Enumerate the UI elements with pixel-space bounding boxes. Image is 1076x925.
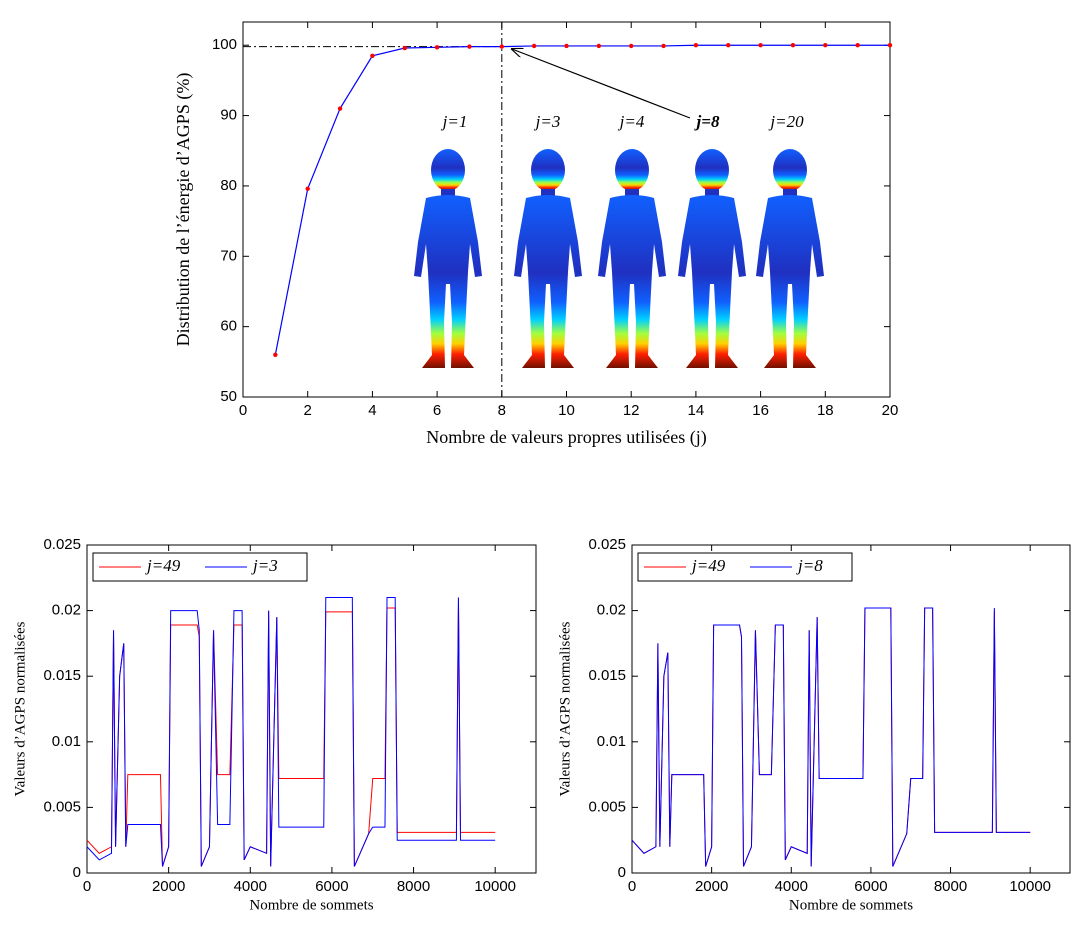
y-tick-label: 0 [618,864,626,881]
data-point [564,43,569,49]
y-tick-label: 0.005 [588,798,626,815]
data-point [337,106,343,111]
legend-label: j=3 [251,556,278,575]
legend-box [637,552,853,582]
legend: j=49 j=8 [637,552,853,582]
y-tick-label: 0.01 [52,733,81,750]
data-line [631,607,1031,867]
x-tick-label: 12 [623,402,640,419]
x-tick-label: 4000 [775,878,808,895]
legend-label: j=8 [796,556,823,575]
annotation: j=1 [441,112,468,131]
data-point [823,43,828,48]
x-tick-label: 18 [817,402,834,419]
figures [414,149,824,368]
x-tick-label: 16 [752,402,769,419]
y-axis-label: Valeurs d’AGPS normalisées [557,621,573,796]
x-tick-label: 10 [558,402,575,419]
data-point [790,43,796,48]
x-tick-label: 8 [498,402,506,419]
legend-label: j=49 [145,556,181,575]
y-tick-label: 60 [220,318,237,335]
x-axis-label: Nombre de sommets [789,897,913,913]
y-tick-label: 80 [220,177,237,194]
annotation: j=20 [768,112,804,131]
annotation: j=3 [534,112,561,131]
data-line [274,44,890,355]
y-tick-label: 0.005 [43,798,81,815]
x-tick-label: 2 [304,402,312,419]
data-point [434,45,440,50]
legend-label: j=49 [690,556,726,575]
plot-frame [631,544,1071,874]
x-tick-label: 10000 [1009,878,1051,895]
x-tick-label: 0 [83,878,91,895]
y-tick-label: 0.015 [588,667,626,684]
data-point [629,43,634,49]
x-tick-label: 6000 [854,878,887,895]
x-tick-label: 8000 [934,878,967,895]
x-tick-label: 0 [628,878,636,895]
x-tick-label: 6 [433,402,441,419]
data-line [631,607,1031,867]
y-tick-label: 70 [220,247,237,264]
y-axis-label: Valeurs d’AGPS normalisées [12,621,28,796]
x-tick-label: 2000 [152,878,185,895]
data-point [370,53,375,58]
y-tick-label: 0.015 [43,667,81,684]
data-point [758,43,763,48]
annotation: j=8 [694,112,720,131]
x-tick-label: 6000 [315,878,348,895]
data-line [86,596,496,867]
data-point [661,43,666,49]
data-line [86,597,496,867]
y-tick-label: 50 [220,388,237,405]
data-point [499,44,504,49]
y-tick-label: 0.01 [597,733,626,750]
x-axis-label: Nombre de valeurs propres utilisées (j) [426,427,706,448]
x-tick-label: 20 [882,402,899,419]
arrow [512,49,691,119]
x-axis-label: Nombre de sommets [249,897,373,913]
x-tick-label: 8000 [397,878,430,895]
x-tick-label: 10000 [474,878,516,895]
y-tick-label: 100 [212,36,237,53]
x-tick-label: 0 [239,402,247,419]
data-point [467,44,472,49]
y-tick-label: 0.025 [588,536,626,553]
data-point [887,43,893,48]
data-point [531,43,537,49]
y-tick-label: 0.025 [43,536,81,553]
data-point [693,43,699,48]
data-point [596,43,602,49]
data-point [726,43,731,48]
y-tick-label: 0.02 [52,602,81,619]
legend-box [92,552,308,582]
legend: j=49 j=3 [92,552,308,582]
y-tick-label: 0.02 [597,602,626,619]
data-point [855,43,860,48]
x-tick-label: 4 [368,402,376,419]
data-point [402,45,407,51]
data-point [305,186,310,191]
x-tick-label: 4000 [234,878,267,895]
data-point [273,352,278,357]
y-axis-label: Distribution de l’énergie d’AGPS (%) [173,73,194,347]
y-tick-label: 0 [73,864,81,881]
plot-frame [86,544,537,874]
y-tick-label: 90 [220,107,237,124]
annotation: j=4 [618,112,645,131]
x-tick-label: 2000 [695,878,728,895]
x-tick-label: 14 [688,402,705,419]
